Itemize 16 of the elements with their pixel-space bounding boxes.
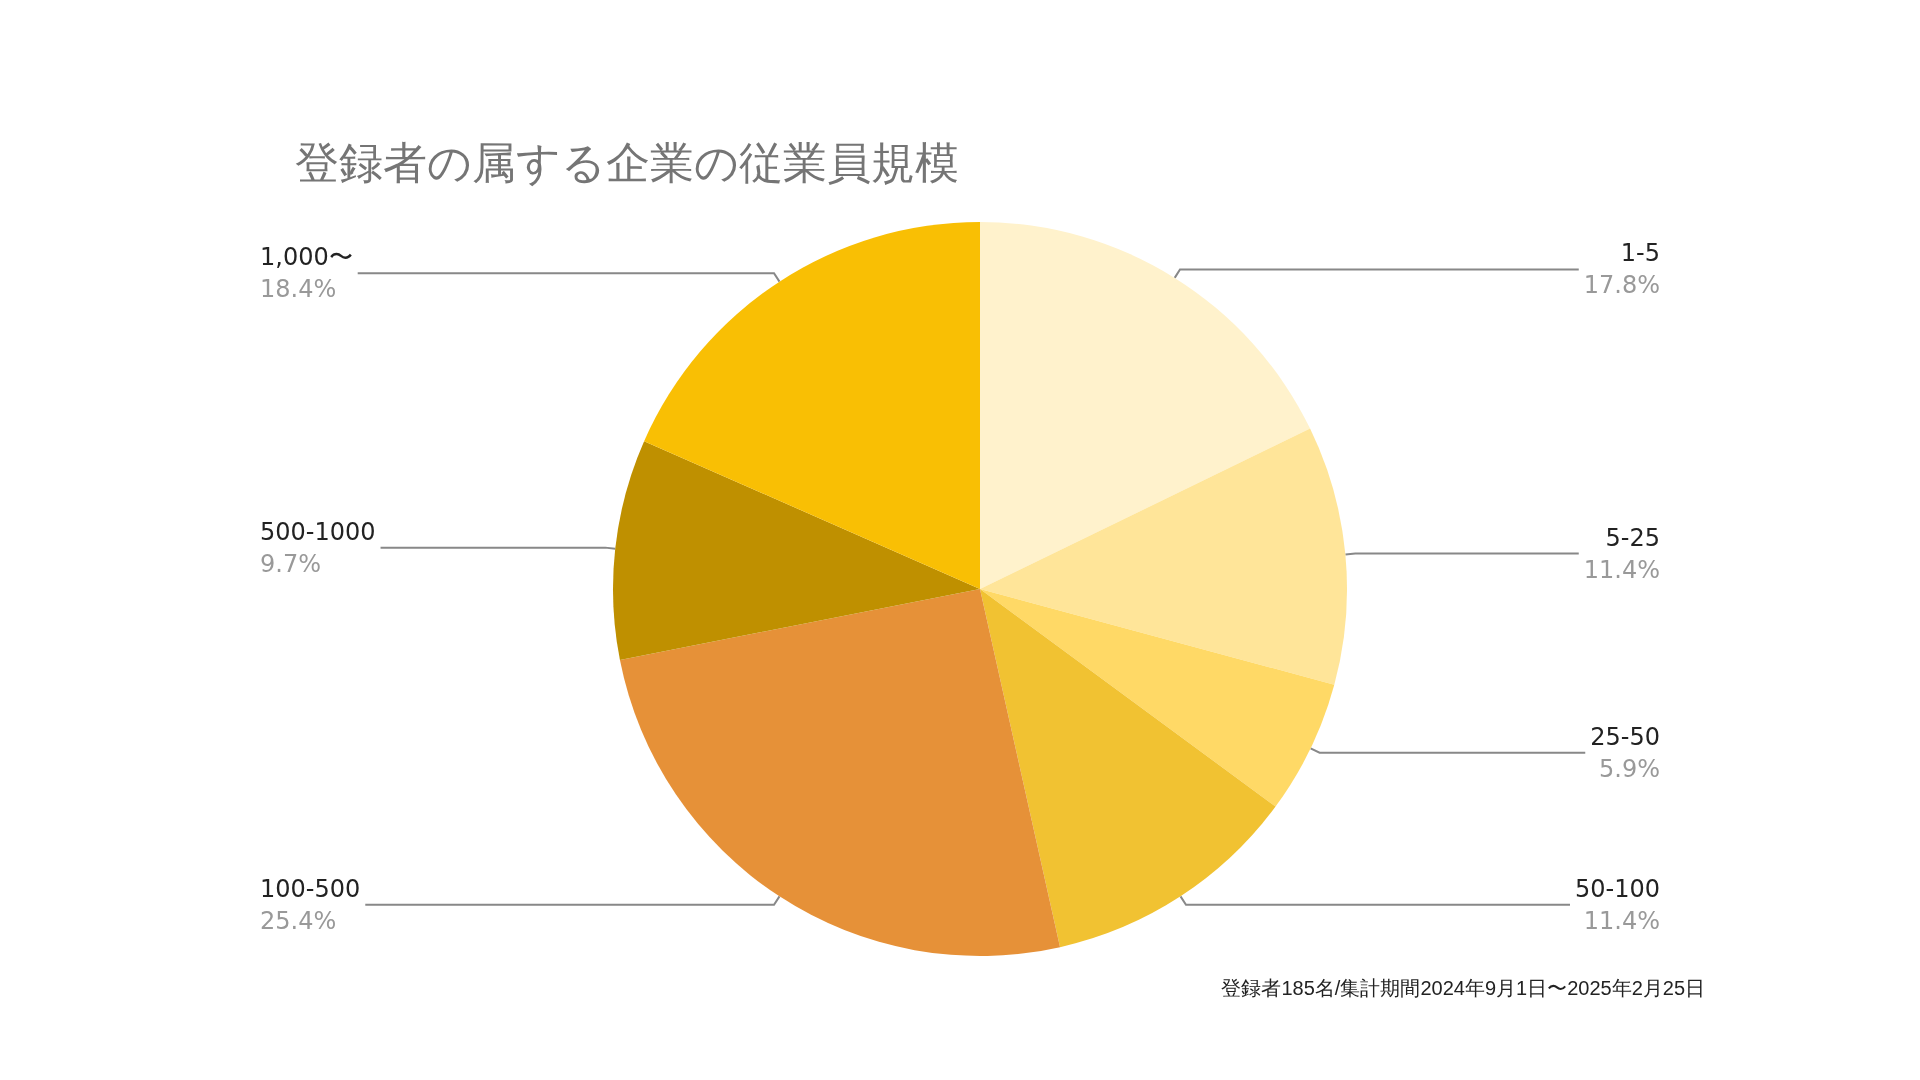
data-label: 11.4% — [1583, 555, 1660, 584]
data-label: 18.4% — [260, 275, 337, 304]
slice-label: 500-1000 — [260, 517, 376, 546]
data-label: 11.4% — [1583, 906, 1660, 935]
slice-label: 1-5 — [1620, 239, 1660, 268]
slice-label: 1,000〜 — [260, 243, 353, 272]
slice-label: 100-500 — [260, 874, 361, 903]
slice-label: 50-100 — [1574, 874, 1660, 903]
text: 登録者185名/集計期間2024年9月1日〜2025年2月25日 — [1221, 977, 1706, 999]
slice-label: 25-50 — [1590, 722, 1660, 751]
chart-title: 登録者の属する企業の従業員規模 — [295, 136, 959, 188]
slice-label: 5-25 — [1605, 523, 1660, 552]
data-label: 25.4% — [260, 906, 337, 935]
data-label: 9.7% — [260, 549, 321, 578]
data-label: 17.8% — [1583, 271, 1660, 300]
data-label: 5.9% — [1599, 754, 1660, 783]
